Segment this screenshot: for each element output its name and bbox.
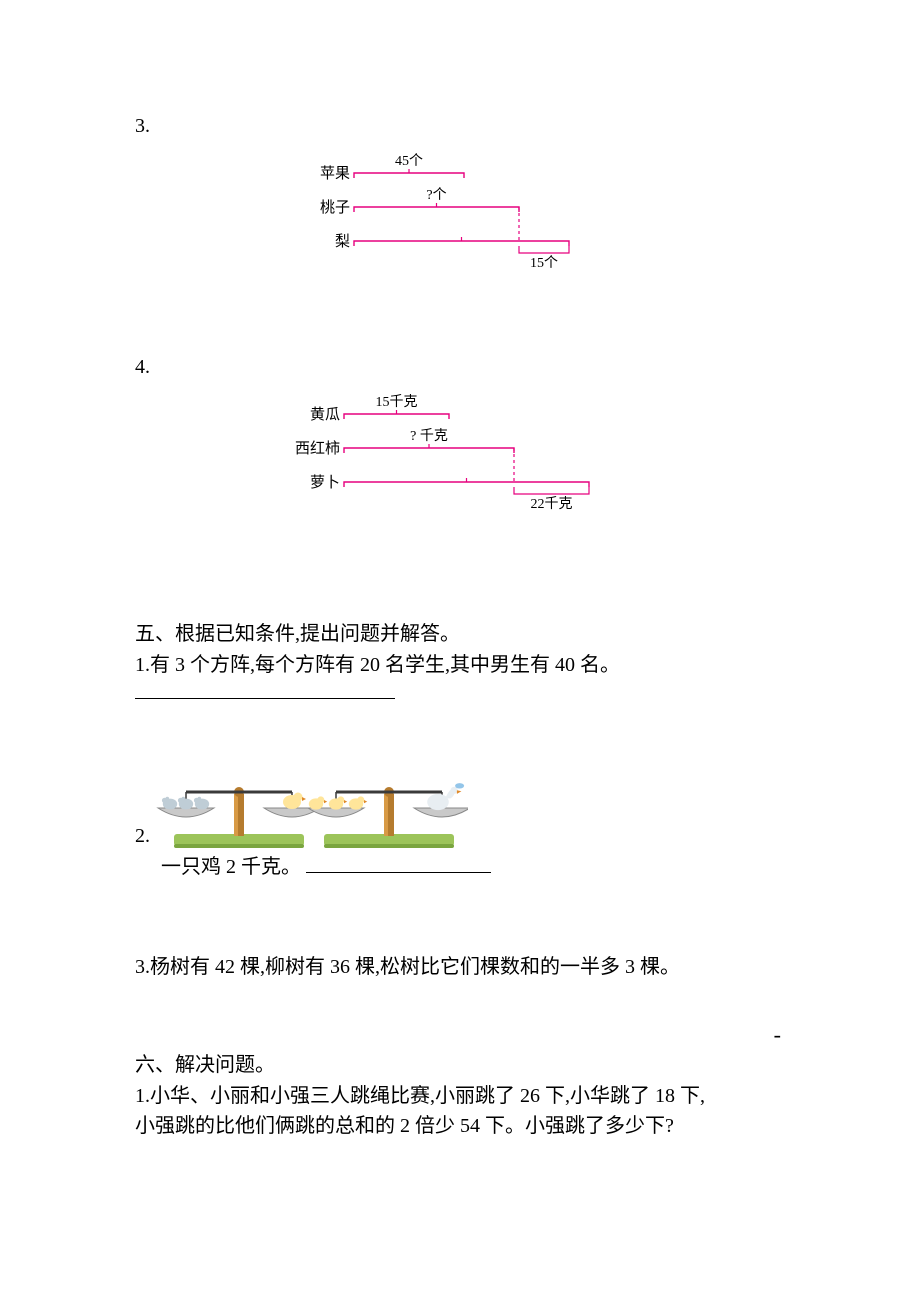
svg-text:桃子: 桃子	[320, 199, 350, 216]
q3-number: 3.	[135, 115, 785, 138]
q4-diagram: 黄瓜 15千克西红柿 ? 千克萝卜 22千克	[270, 387, 650, 537]
section6-q1-line1: 1.小华、小丽和小强三人跳绳比赛,小丽跳了 26 下,小华跳了 18 下,	[135, 1081, 785, 1111]
svg-text:西红柿: 西红柿	[295, 439, 340, 457]
svg-text:萝卜: 萝卜	[310, 474, 340, 491]
svg-text:?个: ?个	[426, 187, 446, 203]
svg-text:15千克: 15千克	[376, 394, 418, 410]
section6-heading: 六、解决问题。	[135, 1048, 785, 1077]
svg-text:? 千克: ? 千克	[410, 428, 448, 444]
q3-diagram: 苹果 45个桃子 ?个梨 15个	[280, 146, 640, 296]
section5-q2-underline	[306, 850, 491, 873]
section5-q1-text: 1.有 3 个方阵,每个方阵有 20 名学生,其中男生有 40 名。	[135, 650, 785, 680]
section5-q2-number: 2.	[135, 825, 150, 850]
svg-text:22千克: 22千克	[531, 496, 573, 512]
svg-text:苹果: 苹果	[320, 165, 350, 182]
svg-text:45个: 45个	[395, 153, 423, 169]
section6-q1-line2: 小强跳的比他们俩跳的总和的 2 倍少 54 下。小强跳了多少下?	[135, 1111, 785, 1141]
svg-text:15个: 15个	[530, 255, 558, 271]
section5-q3-text: 3.杨树有 42 棵,柳树有 36 棵,松树比它们棵数和的一半多 3 棵。	[135, 952, 785, 982]
trailing-dash: -	[135, 1022, 785, 1048]
q4-number: 4.	[135, 356, 785, 379]
svg-text:黄瓜: 黄瓜	[310, 406, 340, 423]
svg-text:梨: 梨	[335, 233, 350, 250]
balance-diagram	[156, 754, 468, 850]
section5-heading: 五、根据已知条件,提出问题并解答。	[135, 617, 785, 646]
section5-q2-caption: 一只鸡 2 千克。	[161, 856, 301, 878]
section5-q1-underline	[135, 680, 395, 699]
